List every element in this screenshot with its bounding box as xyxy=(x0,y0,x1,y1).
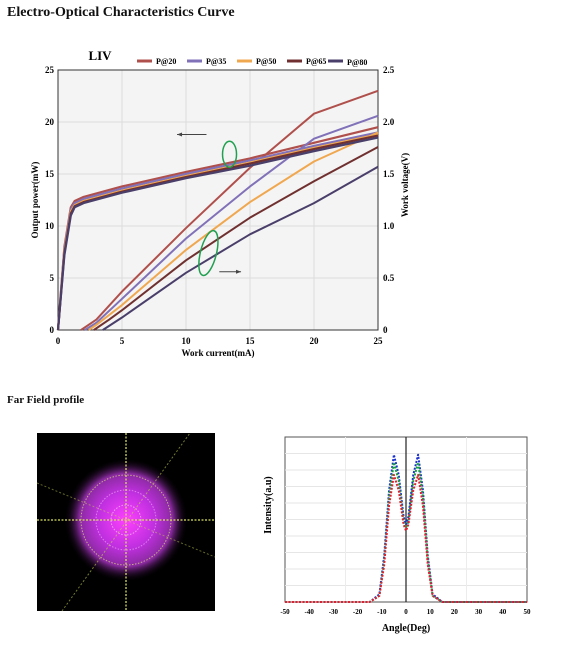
x-axis-label: Work current(mA) xyxy=(181,348,254,358)
x-tick-label: 10 xyxy=(427,608,435,616)
y-axis-label: Intensity(a.u) xyxy=(263,476,274,534)
y2-tick-label: 2.0 xyxy=(383,117,395,127)
x-axis-label: Angle(Deg) xyxy=(382,623,430,634)
legend-label: P@50 xyxy=(256,57,276,66)
far-field-title: Far Field profile xyxy=(7,394,85,406)
legend-label: P@80 xyxy=(347,58,367,67)
x-tick-label: -40 xyxy=(305,608,315,616)
y2-axis-label: Work voltage(V) xyxy=(400,153,410,217)
x-tick-label: 30 xyxy=(475,608,483,616)
x-tick-label: 20 xyxy=(310,336,320,346)
voltage-line xyxy=(56,136,379,331)
intensity-plot-frame xyxy=(284,436,528,603)
x-tick-label: 5 xyxy=(120,336,125,346)
x-tick-label: 20 xyxy=(451,608,459,616)
x-tick-label: 40 xyxy=(499,608,507,616)
y2-tick-label: 0.5 xyxy=(383,273,395,283)
y2-tick-label: 1.0 xyxy=(383,221,395,231)
x-tick-label: 15 xyxy=(246,336,256,346)
x-tick-label: 50 xyxy=(524,608,532,616)
intensity-line xyxy=(285,473,527,603)
y-tick-label: 20 xyxy=(45,117,55,127)
x-tick-label: -50 xyxy=(280,608,290,616)
intensity-line xyxy=(285,461,527,603)
plot-frame xyxy=(57,69,379,331)
plot-area xyxy=(58,70,378,330)
y-tick-label: 5 xyxy=(50,273,55,283)
x-tick-label: -10 xyxy=(377,608,387,616)
y-tick-label: 15 xyxy=(45,169,55,179)
page-title: Electro-Optical Characteristics Curve xyxy=(7,5,235,20)
x-tick-label: -30 xyxy=(329,608,339,616)
legend-label: P@20 xyxy=(156,57,176,66)
y2-tick-label: 0 xyxy=(383,325,388,335)
x-tick-label: -20 xyxy=(353,608,363,616)
x-tick-label: 0 xyxy=(404,608,408,616)
arrow-right-head xyxy=(236,269,242,274)
legend-label: P@65 xyxy=(306,57,326,66)
y-axis-label: Output power(mW) xyxy=(30,162,40,239)
power-line xyxy=(93,146,379,331)
intensity-line xyxy=(285,453,527,603)
legend-label: P@35 xyxy=(206,57,226,66)
arrow-left-head xyxy=(177,132,183,137)
y-tick-label: 10 xyxy=(45,221,55,231)
y2-tick-label: 2.5 xyxy=(383,65,395,75)
y2-tick-label: 1.5 xyxy=(383,169,395,179)
chart-title: LIV xyxy=(88,48,112,63)
power-line xyxy=(84,114,379,331)
x-tick-label: 0 xyxy=(56,336,61,346)
x-tick-label: 25 xyxy=(374,336,384,346)
y-tick-label: 25 xyxy=(45,65,55,75)
y-tick-label: 0 xyxy=(50,325,55,335)
x-tick-label: 10 xyxy=(182,336,192,346)
power-line xyxy=(88,131,379,331)
power-ellipse-marker xyxy=(198,229,219,277)
power-line xyxy=(80,89,379,331)
power-line xyxy=(102,165,379,331)
voltage-ellipse-marker xyxy=(221,140,238,168)
liv-chart: 0 5 10 15 20 25051015202500.51.01.52.02.5Work… xyxy=(30,48,410,358)
